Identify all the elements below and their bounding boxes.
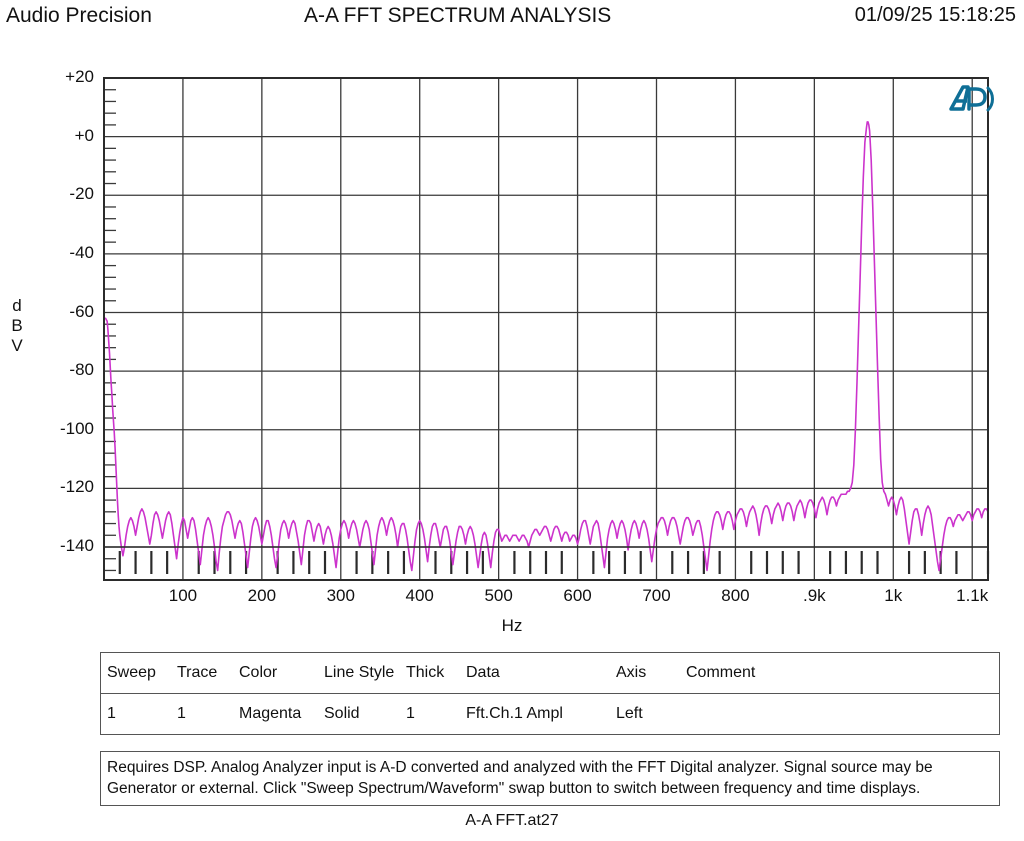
y-tick-label: +20	[65, 67, 94, 86]
x-tick-label: 700	[642, 586, 671, 605]
plot-canvas	[103, 77, 990, 581]
ap-logo-icon	[949, 85, 994, 112]
legend-cell-thick: 1	[406, 705, 415, 722]
brand-label: Audio Precision	[6, 4, 152, 27]
y-axis-title: d B V	[6, 296, 28, 356]
legend-col-color: Color	[239, 664, 278, 681]
legend-col-data: Data	[466, 664, 500, 681]
x-tick-label: 1k	[884, 586, 903, 605]
y-tick-label: -120	[59, 477, 94, 497]
legend-col-comment: Comment	[686, 664, 756, 681]
legend-cell-axis: Left	[616, 705, 643, 722]
legend-col-axis: Axis	[616, 664, 647, 681]
y-axis-title-char: d	[12, 296, 22, 315]
y-tick-label: -140	[59, 536, 94, 555]
legend-col-line-style: Line Style	[324, 664, 395, 681]
trace-legend-table: Sweep Trace Color Line Style Thick Data …	[100, 652, 1000, 735]
legend-col-sweep: Sweep	[107, 664, 156, 681]
y-axis-title-char: B	[11, 316, 23, 335]
x-tick-label: 200	[247, 586, 277, 605]
test-filename-label: A-A FFT.at27	[465, 812, 559, 829]
y-tick-label: -80	[69, 360, 94, 380]
legend-col-trace: Trace	[177, 664, 218, 681]
legend-cell-color: Magenta	[239, 705, 302, 722]
x-axis-title: Hz	[501, 616, 523, 635]
y-axis-title-char: V	[11, 336, 23, 355]
timestamp-label: 01/09/25 15:18:25	[854, 4, 1016, 26]
y-tick-label: -20	[69, 184, 94, 204]
x-tick-label: 100	[168, 586, 198, 605]
x-tick-label: 300	[326, 586, 355, 605]
x-tick-label: .9k	[803, 586, 826, 605]
legend-header-row: Sweep Trace Color Line Style Thick Data …	[101, 653, 999, 694]
y-tick-label: +0	[74, 125, 94, 145]
description-box: Requires DSP. Analog Analyzer input is A…	[100, 751, 1000, 806]
page-title: A-A FFT SPECTRUM ANALYSIS	[304, 4, 612, 27]
legend-cell-trace: 1	[177, 705, 186, 722]
legend-cell-data: Fft.Ch.1 Ampl	[466, 705, 563, 722]
legend-data-row: 1 1 Magenta Solid 1 Fft.Ch.1 Ampl Left	[101, 694, 999, 734]
x-tick-label: 500	[484, 586, 513, 605]
legend-cell-sweep: 1	[107, 705, 116, 722]
x-tick-label: 400	[405, 586, 434, 605]
legend-cell-line-style: Solid	[324, 705, 360, 722]
y-tick-label: -100	[59, 418, 94, 438]
fft-spectrum-chart: d B V +20 +0 -20 -40 -60 -80 -100 -120 -140 100 2…	[6, 67, 994, 635]
y-tick-label: -40	[69, 242, 94, 262]
x-tick-label: 800	[721, 586, 750, 605]
legend-col-thick: Thick	[406, 664, 445, 681]
x-tick-label: 1.1k	[956, 586, 989, 605]
report-header: Audio Precision A-A FFT SPECTRUM ANALYSI…	[0, 0, 1024, 44]
x-tick-label: 600	[563, 586, 592, 605]
y-tick-label: -60	[69, 301, 94, 321]
